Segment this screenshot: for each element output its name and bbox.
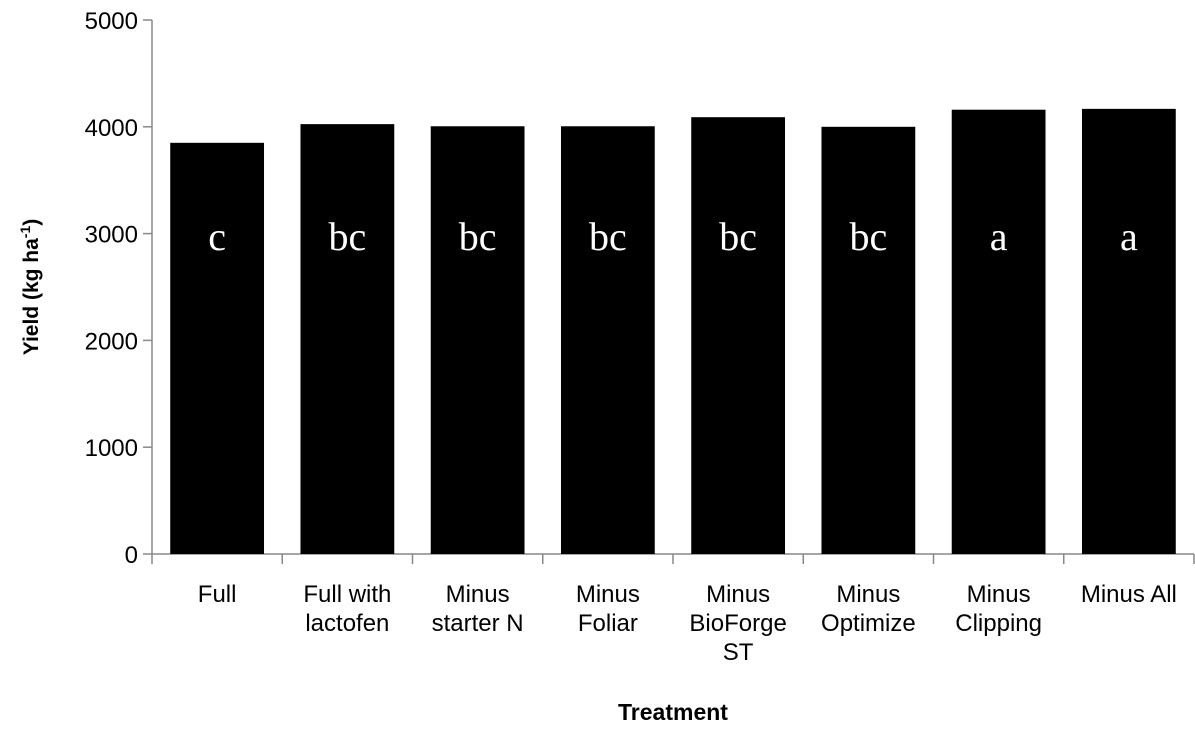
x-tick-label: Minus BioForge ST — [689, 581, 787, 666]
x-tick-label: Minus starter N — [431, 581, 524, 637]
x-tick-label: Full with lactofen — [303, 581, 392, 637]
y-axis-title: Yield (kg ha-1) — [17, 219, 43, 356]
y-tick-label: 0 — [125, 542, 138, 569]
y-axis-title-end: ) — [20, 219, 43, 226]
bar — [691, 117, 786, 555]
y-axis-title-sup: -1 — [17, 226, 33, 239]
y-tick-label: 1000 — [85, 435, 138, 462]
bar — [300, 124, 395, 554]
bar-letter: c — [208, 214, 226, 259]
x-tick-label: Full — [197, 581, 237, 608]
y-tick-label: 3000 — [85, 222, 138, 249]
y-tick-label: 5000 — [85, 8, 138, 35]
bar-letter: a — [1120, 214, 1138, 259]
bar-letter: bc — [328, 214, 366, 259]
x-tick-label: Minus Optimize — [821, 581, 916, 637]
bar-letter: bc — [589, 214, 627, 259]
x-tick-label: Minus Foliar — [575, 581, 640, 637]
y-tick-label: 4000 — [85, 115, 138, 142]
bar-letter: bc — [849, 214, 887, 259]
bar-letter: bc — [719, 214, 757, 259]
y-axis-title-text: Yield (kg ha — [20, 238, 43, 355]
bar — [821, 126, 916, 555]
bar-letter: a — [990, 214, 1008, 259]
bar — [170, 142, 265, 554]
x-tick-label: Minus All — [1080, 581, 1177, 608]
bar — [560, 126, 655, 555]
x-tick-label: Minus Clipping — [955, 581, 1042, 637]
y-tick-label: 2000 — [85, 328, 138, 355]
bar — [1081, 108, 1176, 554]
bar — [430, 126, 525, 555]
x-axis-title: Treatment — [618, 699, 728, 725]
bar — [951, 109, 1046, 554]
bar-letter: bc — [459, 214, 497, 259]
